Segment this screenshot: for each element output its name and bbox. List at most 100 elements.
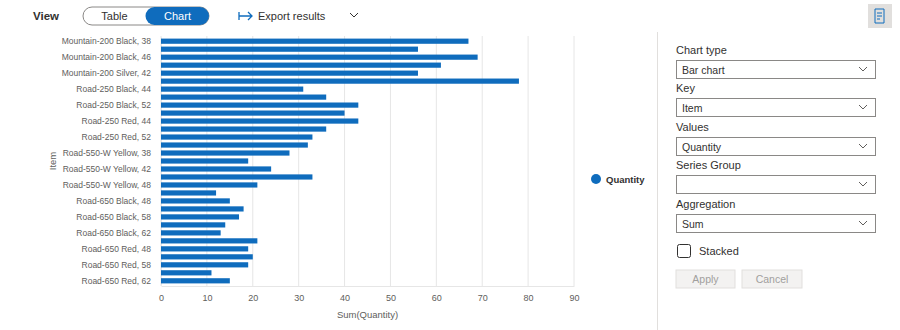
y-tick-label: Road-550-W Yellow, 38 — [63, 148, 152, 158]
bar — [161, 230, 221, 235]
bar — [161, 166, 271, 171]
y-tick-label: Road-250 Black, 52 — [76, 100, 151, 110]
dropdown-chevron — [859, 105, 867, 109]
button[interactable] — [676, 270, 735, 288]
x-tick-label: 80 — [524, 293, 534, 303]
bar — [161, 150, 289, 155]
export-chevron — [350, 13, 358, 17]
y-tick: Road-250 Red, 52 — [82, 132, 161, 142]
legend: Quantity — [591, 174, 645, 185]
view-toggle[interactable] — [83, 7, 209, 25]
y-tick-label: Road-250 Red, 44 — [82, 116, 152, 126]
grid-line — [528, 36, 529, 286]
y-axis: Mountain-200 Black, 38 Mountain-200 Black… — [62, 36, 162, 286]
checkbox-label: Stacked — [699, 245, 739, 257]
x-tick: 80 — [524, 286, 534, 303]
y-tick-label: Road-250 Black, 44 — [76, 84, 151, 94]
x-tick: 0 — [159, 286, 164, 303]
field-label: Values — [676, 121, 709, 133]
bar — [161, 278, 230, 283]
y-tick: Mountain-200 Black, 38 — [62, 36, 161, 46]
y-tick: Road-250 Black, 52 — [76, 100, 161, 110]
x-axis-line — [162, 286, 575, 287]
chart: 0102030405060708090Mountain-200 Black, 3… — [47, 36, 645, 320]
dropdown[interactable] — [677, 99, 876, 117]
dropdown[interactable] — [677, 138, 876, 156]
grid-line — [574, 36, 575, 286]
bar — [161, 71, 418, 76]
dropdown-chevron — [859, 144, 867, 148]
y-tick: Road-650 Red, 48 — [82, 244, 161, 254]
y-tick: Road-250 Red, 44 — [82, 116, 161, 126]
dropdown-value: Item — [682, 102, 703, 114]
dropdown-value: Bar chart — [682, 64, 725, 76]
grid — [161, 36, 574, 286]
y-tick: Road-650 Red, 62 — [82, 276, 161, 286]
bar — [161, 190, 216, 195]
bar — [161, 206, 244, 211]
y-tick-label: Road-250 Red, 52 — [82, 132, 152, 142]
bar — [161, 110, 345, 115]
button-label: Apply — [692, 273, 719, 285]
x-tick-label: 10 — [202, 293, 212, 303]
bar — [161, 174, 312, 179]
bar — [161, 222, 225, 227]
x-tick: 40 — [340, 286, 350, 303]
bar — [161, 79, 519, 84]
bar — [161, 214, 239, 219]
view-option-selected[interactable] — [146, 7, 210, 25]
x-tick: 10 — [202, 286, 212, 303]
button-label: Cancel — [756, 273, 789, 285]
dropdown[interactable] — [677, 215, 876, 233]
field-label: Series Group — [676, 159, 741, 171]
bar — [161, 126, 326, 131]
y-tick-label: Road-650 Black, 58 — [76, 212, 151, 222]
bar — [161, 246, 248, 251]
x-tick-label: 70 — [478, 293, 488, 303]
x-tick: 20 — [248, 286, 258, 303]
view-label: View — [33, 10, 59, 22]
bar — [161, 182, 257, 187]
bar — [161, 63, 441, 68]
dropdown[interactable] — [677, 176, 876, 194]
page: ViewTableChartExport results010203040506… — [0, 0, 900, 330]
x-tick-label: 90 — [569, 293, 579, 303]
grid-line — [436, 36, 437, 286]
view-option[interactable]: Table — [101, 10, 127, 22]
bars — [161, 39, 519, 284]
bar — [161, 118, 358, 123]
y-axis-title: Item — [47, 152, 58, 171]
y-tick: Road-550-W Yellow, 38 — [63, 148, 161, 158]
field-label: Chart type — [676, 44, 727, 56]
x-axis: 0102030405060708090 — [159, 286, 580, 303]
y-tick-label: Road-650 Red, 48 — [82, 244, 152, 254]
x-tick-label: 50 — [386, 293, 396, 303]
dropdown[interactable] — [677, 61, 876, 79]
y-tick-label: Mountain-200 Silver, 42 — [62, 68, 152, 78]
y-tick: Mountain-200 Black, 46 — [62, 52, 161, 62]
x-tick-label: 40 — [340, 293, 350, 303]
panel-toggle-glyph — [875, 9, 884, 23]
x-tick: 50 — [386, 286, 396, 303]
bar — [161, 102, 358, 107]
y-tick: Road-650 Black, 48 — [76, 196, 161, 206]
export-button[interactable]: Export results — [258, 10, 326, 22]
dropdown-chevron — [859, 221, 867, 225]
x-tick-label: 20 — [248, 293, 258, 303]
bar — [161, 262, 248, 267]
view-option[interactable]: Chart — [164, 10, 191, 22]
bar — [161, 39, 468, 44]
dropdown-value: Quantity — [682, 141, 722, 153]
button[interactable] — [742, 270, 802, 288]
x-axis-title: Sum(Quantity) — [337, 309, 398, 320]
bar — [161, 95, 326, 100]
legend-marker — [591, 174, 601, 184]
toolbar: View Table Chart Export results — [33, 4, 892, 28]
checkbox[interactable] — [678, 245, 691, 258]
field-label: Key — [676, 82, 695, 94]
dropdown-chevron — [859, 67, 867, 71]
panel-toggle-icon[interactable] — [868, 4, 892, 28]
export-icon — [239, 12, 252, 20]
y-tick-label: Road-650 Red, 62 — [82, 276, 152, 286]
y-tick: Road-550-W Yellow, 42 — [63, 164, 161, 174]
